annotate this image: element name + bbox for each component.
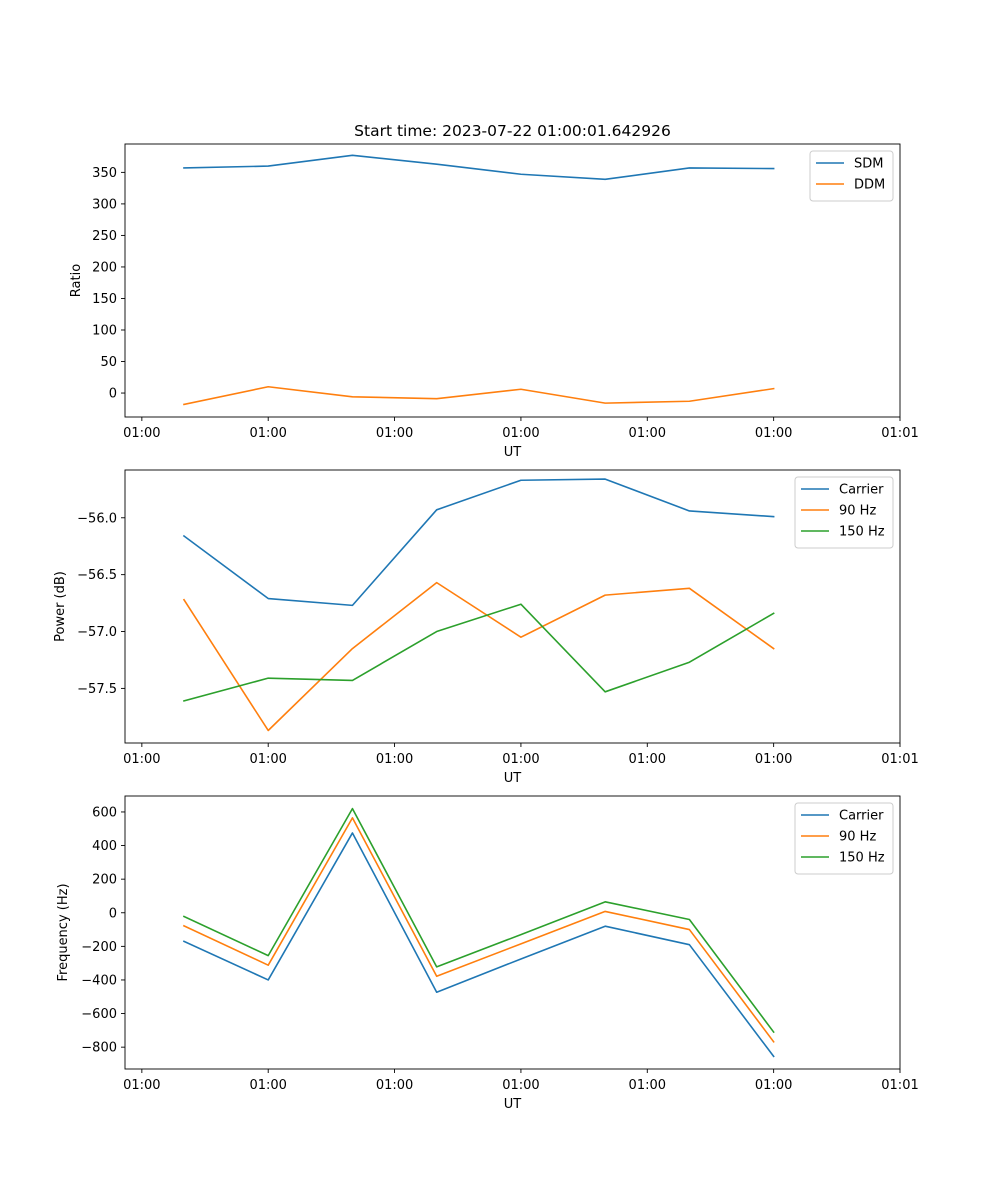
y-tick-label: −200 bbox=[81, 940, 117, 955]
x-axis-label: UT bbox=[504, 1097, 522, 1112]
legend: Carrier 90 Hz 150 Hz bbox=[794, 476, 894, 549]
series-line-carrier bbox=[182, 478, 775, 607]
series-line-carrier bbox=[182, 832, 775, 1058]
axes-frame bbox=[124, 795, 901, 1070]
y-tick-label: 200 bbox=[92, 873, 117, 888]
y-tick-label: 0 bbox=[109, 906, 117, 921]
y-axis-label: Frequency (Hz) bbox=[56, 883, 71, 981]
legend-label: Carrier bbox=[839, 809, 884, 824]
series-line-90-hz bbox=[182, 581, 775, 732]
y-tick-label: 350 bbox=[92, 166, 117, 181]
chart-title: Start time: 2023-07-22 01:00:01.642926 bbox=[354, 122, 671, 140]
y-tick-label: −56.5 bbox=[77, 568, 117, 583]
x-tick-label: 01:00 bbox=[629, 426, 666, 441]
legend-label: 150 Hz bbox=[839, 851, 885, 866]
y-axis-label: Power (dB) bbox=[53, 571, 68, 642]
axes-frame bbox=[124, 143, 901, 418]
y-tick-label: 100 bbox=[92, 323, 117, 338]
y-tick-label: 50 bbox=[100, 355, 117, 370]
y-tick-label: 400 bbox=[92, 839, 117, 854]
x-tick-label: 01:00 bbox=[249, 752, 286, 767]
x-tick-label: 01:01 bbox=[881, 1078, 918, 1093]
legend-label: 150 Hz bbox=[839, 525, 885, 540]
legend-label: 90 Hz bbox=[839, 504, 876, 519]
y-tick-label: 600 bbox=[92, 805, 117, 820]
y-tick-label: 0 bbox=[109, 387, 117, 402]
legend: Carrier 90 Hz 150 Hz bbox=[794, 802, 894, 875]
y-axis-label: Ratio bbox=[69, 264, 84, 297]
x-tick-label: 01:00 bbox=[502, 426, 539, 441]
x-tick-label: 01:01 bbox=[881, 426, 918, 441]
legend-label: 90 Hz bbox=[839, 830, 876, 845]
y-tick-label: −57.5 bbox=[77, 682, 117, 697]
series-line-150-hz bbox=[182, 603, 775, 702]
series-line-90-hz bbox=[182, 817, 775, 1043]
x-tick-label: 01:00 bbox=[376, 426, 413, 441]
series-line-sdm bbox=[183, 154, 775, 181]
x-tick-label: 01:00 bbox=[629, 752, 666, 767]
frequency-panel: UT Frequency (Hz) 01:00 01:00 01:00 01:00 01… bbox=[56, 795, 919, 1112]
x-tick-label: 01:00 bbox=[755, 426, 792, 441]
x-tick-label: 01:00 bbox=[502, 1078, 539, 1093]
x-tick-label: 01:00 bbox=[249, 426, 286, 441]
axes-frame bbox=[124, 469, 901, 744]
x-tick-label: 01:00 bbox=[629, 1078, 666, 1093]
x-tick-label: 01:00 bbox=[249, 1078, 286, 1093]
legend-label: SDM bbox=[854, 157, 883, 172]
y-tick-label: −800 bbox=[81, 1041, 117, 1056]
y-tick-label: 300 bbox=[92, 197, 117, 212]
x-axis-label: UT bbox=[504, 771, 522, 786]
x-tick-label: 01:00 bbox=[755, 752, 792, 767]
legend-label: DDM bbox=[854, 178, 885, 193]
y-tick-label: −56.0 bbox=[77, 511, 117, 526]
y-tick-label: 200 bbox=[92, 260, 117, 275]
x-tick-label: 01:01 bbox=[881, 752, 918, 767]
y-tick-label: −57.0 bbox=[77, 625, 117, 640]
x-axis-label: UT bbox=[504, 445, 522, 460]
y-tick-label: −400 bbox=[81, 973, 117, 988]
x-tick-label: 01:00 bbox=[376, 1078, 413, 1093]
legend: SDM DDM bbox=[809, 150, 894, 202]
ratio-panel: UT Ratio 01:00 01:00 01:00 01:00 01:00 01:00 0… bbox=[69, 143, 919, 460]
x-tick-label: 01:00 bbox=[502, 752, 539, 767]
legend-label: Carrier bbox=[839, 483, 884, 498]
y-tick-label: 250 bbox=[92, 229, 117, 244]
power-panel: UT Power (dB) 01:00 01:00 01:00 01:00 01:00 0… bbox=[53, 469, 919, 786]
x-tick-label: 01:00 bbox=[755, 1078, 792, 1093]
x-tick-label: 01:00 bbox=[123, 752, 160, 767]
y-tick-label: 150 bbox=[92, 292, 117, 307]
y-tick-label: −600 bbox=[81, 1007, 117, 1022]
series-line-150-hz bbox=[182, 807, 775, 1034]
series-line-ddm bbox=[183, 385, 775, 406]
x-tick-label: 01:00 bbox=[376, 752, 413, 767]
x-tick-label: 01:00 bbox=[123, 1078, 160, 1093]
x-tick-label: 01:00 bbox=[123, 426, 160, 441]
